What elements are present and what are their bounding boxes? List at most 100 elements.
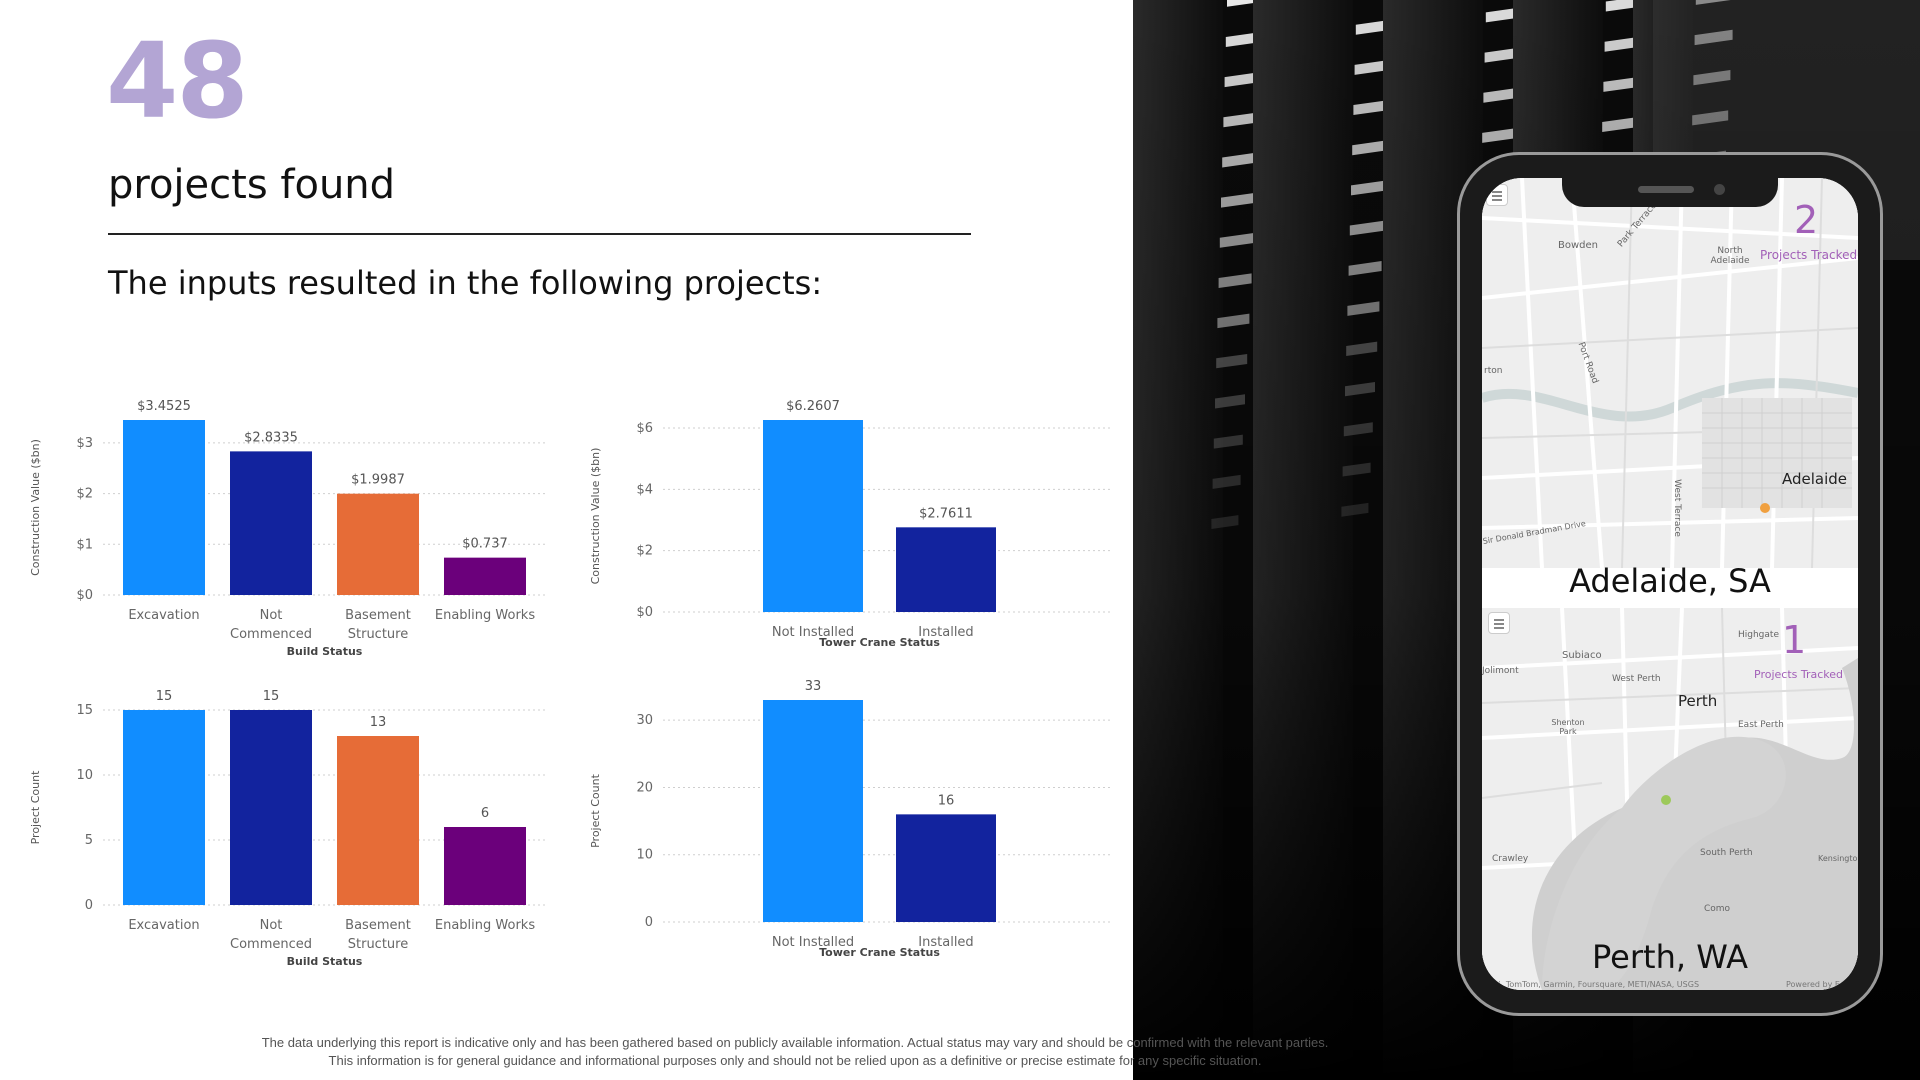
x-tick-label: Structure <box>348 627 408 642</box>
y-tick-label: $2 <box>636 544 653 559</box>
x-axis-label: Build Status <box>287 645 363 658</box>
y-tick-label: 15 <box>76 703 93 718</box>
y-axis-label: Project Count <box>589 773 602 847</box>
bar[interactable] <box>896 814 996 922</box>
phone-camera <box>1714 184 1725 195</box>
disclaimer-line-2: This information is for general guidance… <box>328 1053 1262 1068</box>
x-tick-label: Not <box>260 608 283 623</box>
bar-chart-svg: $0 $1 $2 $3 Construction Value ($bn) $3.4525 E… <box>29 399 545 658</box>
map-label-north-adelaide: North Adelaide <box>1710 246 1750 266</box>
bar-chart-svg: 0 5 10 15 Project Count 15 Excavation 15 Not Comm… <box>29 689 545 968</box>
data-label: $6.2607 <box>786 399 840 414</box>
map-adelaide[interactable]: Bowden North Adelaide Park Terrace Port … <box>1482 178 1858 568</box>
map-label-subiaco: Subiaco <box>1562 650 1602 661</box>
map-label-kensington: Kensington <box>1818 854 1858 863</box>
results-heading: The inputs resulted in the following pro… <box>108 264 823 302</box>
map-label-east-perth: East Perth <box>1738 720 1784 730</box>
bar[interactable] <box>337 493 419 595</box>
x-axis-label: Tower Crane Status <box>819 636 940 649</box>
x-tick-label: Structure <box>348 937 408 952</box>
x-tick-label: Not Installed <box>772 625 854 640</box>
tracked-count-perth: 1 <box>1782 618 1807 662</box>
data-label: $2.7611 <box>919 506 973 521</box>
y-tick-label: $4 <box>636 482 653 497</box>
data-label: $0.737 <box>462 537 508 552</box>
bar[interactable] <box>896 527 996 612</box>
map-menu-icon[interactable] <box>1488 612 1510 634</box>
map-credits: Esri, TomTom, Garmin, Foursquare, METI/N… <box>1486 980 1700 989</box>
disclaimer: The data underlying this report is indic… <box>0 1034 1920 1070</box>
bar-chart-svg: 0 10 20 30 Project Count 33 Not Installed 16 Ins… <box>589 679 1110 959</box>
data-label: 16 <box>938 793 955 808</box>
project-count: 48 <box>106 20 249 142</box>
bar[interactable] <box>123 420 205 595</box>
map-powered-by: Powered by E <box>1786 980 1840 989</box>
phone-speaker <box>1638 186 1694 193</box>
map-label-jolimont: Jolimont <box>1482 666 1519 676</box>
map-label-crawley: Crawley <box>1492 854 1529 864</box>
x-tick-label: Installed <box>918 935 973 950</box>
report-panel: 48 projects found The inputs resulted in… <box>25 20 1110 980</box>
data-label: 33 <box>805 679 822 694</box>
map-center-label: Perth <box>1678 692 1718 710</box>
bar[interactable] <box>444 827 526 905</box>
x-tick-label: Basement <box>345 918 411 933</box>
data-label: 15 <box>263 689 280 704</box>
data-label: $2.8335 <box>244 430 298 445</box>
x-tick-label: Commenced <box>230 627 312 642</box>
disclaimer-line-1: The data underlying this report is indic… <box>261 1035 1329 1050</box>
bar-chart-svg: $0 $2 $4 $6 Construction Value ($bn) $6.2607 N… <box>589 399 1110 649</box>
bar[interactable] <box>444 557 526 595</box>
y-tick-label: 20 <box>636 780 653 795</box>
chart-value-by-build-status: $0 $1 $2 $3 Construction Value ($bn) $3.4525 E… <box>25 390 555 670</box>
y-axis-label: Project Count <box>29 770 42 844</box>
y-tick-label: $3 <box>76 436 93 451</box>
bar[interactable] <box>763 420 863 612</box>
y-tick-label: 0 <box>645 915 653 930</box>
y-tick-label: $2 <box>76 487 93 502</box>
data-label: $1.9987 <box>351 473 405 488</box>
x-tick-label: Installed <box>918 625 973 640</box>
y-tick-label: 10 <box>76 768 93 783</box>
y-tick-label: $1 <box>76 537 93 552</box>
x-axis-label: Build Status <box>287 955 363 968</box>
x-tick-label: Enabling Works <box>435 608 535 623</box>
y-tick-label: 0 <box>85 898 93 913</box>
data-label: 13 <box>370 715 387 730</box>
data-label: 6 <box>481 806 489 821</box>
data-label: $3.4525 <box>137 399 191 414</box>
bar[interactable] <box>123 710 205 905</box>
project-count-label: projects found <box>108 162 396 208</box>
y-tick-label: $0 <box>76 588 93 603</box>
map-perth-roads <box>1482 608 1858 990</box>
map-label-south-perth: South Perth <box>1700 848 1753 858</box>
map-label-west-terrace: West Terrace <box>1671 479 1682 537</box>
chart-count-by-build-status: 0 5 10 15 Project Count 15 Excavation 15 Not Comm… <box>25 680 555 980</box>
y-tick-label: 30 <box>636 713 653 728</box>
x-axis-label: Tower Crane Status <box>819 946 940 959</box>
x-tick-label: Basement <box>345 608 411 623</box>
map-label-bowden: Bowden <box>1558 240 1598 251</box>
bar[interactable] <box>337 736 419 905</box>
y-tick-label: $0 <box>636 605 653 620</box>
x-tick-label: Commenced <box>230 937 312 952</box>
tracked-label-adelaide: Projects Tracked <box>1760 248 1858 262</box>
y-tick-label: 10 <box>636 848 653 863</box>
phone-screen: Bowden North Adelaide Park Terrace Port … <box>1482 178 1858 990</box>
bar[interactable] <box>763 700 863 922</box>
map-adelaide-roads <box>1482 178 1858 568</box>
x-tick-label: Excavation <box>128 608 199 623</box>
bar[interactable] <box>230 451 312 595</box>
tracked-label-perth: Projects Tracked <box>1754 668 1844 681</box>
y-axis-label: Construction Value ($bn) <box>589 448 602 585</box>
bar[interactable] <box>230 710 312 905</box>
map-label-rton: rton <box>1484 366 1503 376</box>
map-menu-icon[interactable] <box>1486 184 1508 206</box>
map-center-label: Adelaide <box>1782 470 1848 488</box>
x-tick-label: Enabling Works <box>435 918 535 933</box>
y-tick-label: 5 <box>85 833 93 848</box>
city-title-perth: Perth, WA <box>1592 938 1748 976</box>
city-title-adelaide: Adelaide, SA <box>1569 562 1771 600</box>
map-perth[interactable]: Subiaco Jolimont West Perth Highgate She… <box>1482 608 1858 990</box>
y-tick-label: $6 <box>636 421 653 436</box>
